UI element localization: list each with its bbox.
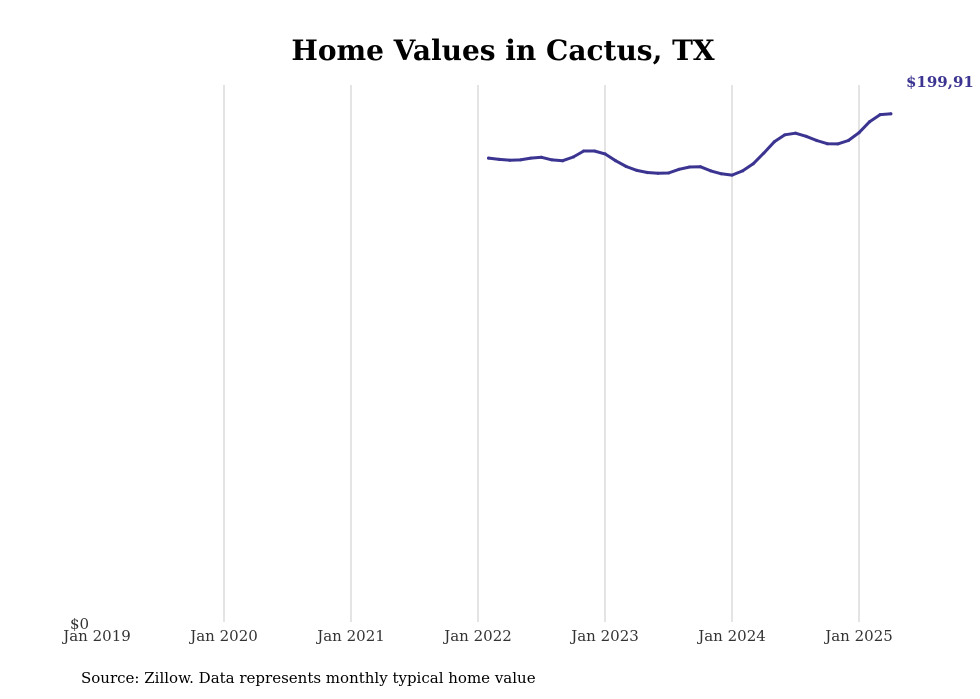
- data-point: [836, 142, 840, 146]
- data-point: [582, 149, 586, 153]
- data-point: [497, 157, 501, 161]
- x-tick-label: Jan 2021: [315, 627, 385, 645]
- data-point: [772, 140, 776, 144]
- y-axis-zero-label: $0: [70, 615, 89, 633]
- chart-title: Home Values in Cactus, TX: [291, 34, 715, 67]
- data-point: [635, 168, 639, 172]
- source-note: Source: Zillow. Data represents monthly …: [81, 669, 536, 687]
- x-tick-label: Jan 2023: [569, 627, 639, 645]
- latest-value-label: $199,91: [906, 73, 974, 91]
- data-point: [656, 171, 660, 175]
- x-axis-ticks: Jan 2019 Jan 2020 Jan 2021 Jan 2022 Jan 2023…: [61, 627, 893, 645]
- data-point: [762, 151, 766, 155]
- data-point: [645, 170, 649, 175]
- x-tick-label: Jan 2019: [61, 627, 131, 645]
- data-point: [614, 159, 618, 163]
- data-point: [592, 149, 597, 153]
- data-point: [487, 156, 491, 160]
- data-point: [741, 169, 745, 173]
- data-point: [603, 152, 607, 156]
- data-point: [539, 155, 544, 159]
- data-point: [698, 165, 702, 169]
- data-point: [508, 158, 512, 162]
- data-point: [688, 165, 692, 169]
- data-point: [804, 134, 808, 138]
- data-point: [857, 131, 861, 135]
- data-point: [846, 138, 851, 143]
- data-point: [624, 164, 628, 169]
- gridlines: [223, 85, 860, 622]
- data-point: [571, 155, 575, 159]
- data-points: [487, 112, 893, 177]
- data-point: [518, 158, 522, 162]
- data-point: [793, 131, 798, 135]
- data-point: [889, 112, 893, 116]
- data-point: [550, 158, 554, 162]
- data-point: [825, 142, 829, 146]
- data-point: [529, 156, 533, 160]
- data-point: [730, 173, 734, 177]
- data-point: [666, 171, 671, 175]
- data-point: [561, 159, 565, 163]
- data-point: [751, 162, 755, 166]
- x-tick-label: Jan 2020: [188, 627, 258, 645]
- x-tick-label: Jan 2025: [823, 627, 893, 645]
- data-point: [878, 113, 882, 117]
- data-point: [868, 120, 872, 124]
- data-point: [815, 138, 819, 143]
- x-tick-label: Jan 2024: [696, 627, 766, 645]
- x-tick-label: Jan 2022: [442, 627, 512, 645]
- data-point: [719, 172, 724, 176]
- data-point: [677, 167, 681, 171]
- data-point: [783, 133, 787, 137]
- data-point: [709, 169, 713, 173]
